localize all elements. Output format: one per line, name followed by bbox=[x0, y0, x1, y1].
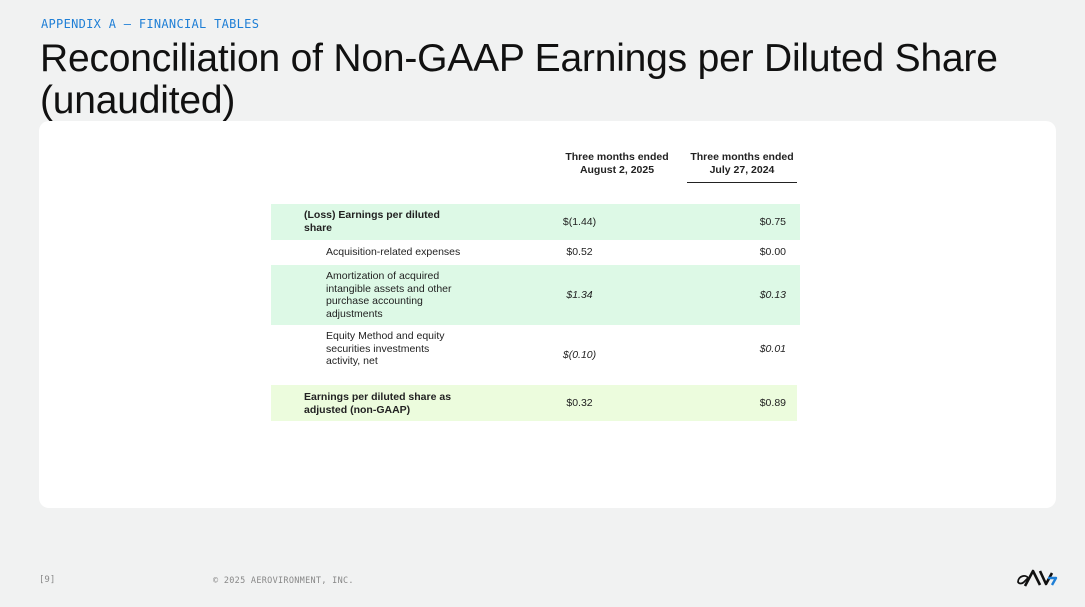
row-label: Equity Method and equity securities inve… bbox=[326, 330, 445, 367]
table-row-total: Earnings per diluted share as adjusted (… bbox=[271, 385, 797, 421]
page-number: [9] bbox=[39, 575, 56, 585]
section-eyebrow: APPENDIX A – FINANCIAL TABLES bbox=[41, 17, 260, 31]
row-label: Amortization of acquired intangible asse… bbox=[326, 270, 452, 320]
table-row: (Loss) Earnings per diluted share $(1.44… bbox=[271, 204, 800, 240]
column-header-2024: Three months ended July 27, 2024 bbox=[687, 151, 797, 183]
page-title: Reconciliation of Non-GAAP Earnings per … bbox=[40, 37, 998, 122]
value-2024: $0.13 bbox=[759, 289, 786, 301]
table-row: Acquisition-related expenses $0.52 $0.00 bbox=[271, 240, 800, 265]
row-label: Earnings per diluted share as adjusted (… bbox=[304, 391, 452, 416]
value-2025: $(0.10) bbox=[562, 349, 597, 361]
value-2024: $0.00 bbox=[759, 246, 786, 258]
row-label: (Loss) Earnings per diluted share bbox=[304, 209, 440, 234]
value-2025: $0.52 bbox=[566, 246, 593, 258]
av-logo-icon bbox=[1017, 569, 1058, 587]
value-2025: $0.32 bbox=[566, 397, 593, 409]
value-2025: $(1.44) bbox=[562, 216, 597, 228]
row-label: Acquisition-related expenses bbox=[326, 246, 461, 258]
table-row: Equity Method and equity securities inve… bbox=[271, 325, 800, 385]
value-2024: $0.89 bbox=[759, 397, 786, 409]
value-2024: $0.01 bbox=[759, 343, 786, 355]
table-card: Three months ended August 2, 2025 Three … bbox=[39, 121, 1056, 508]
value-2025: $1.34 bbox=[566, 289, 593, 301]
copyright-text: © 2025 AEROVIRONMENT, INC. bbox=[213, 576, 354, 586]
table-row: Amortization of acquired intangible asse… bbox=[271, 265, 800, 325]
column-header-2025: Three months ended August 2, 2025 bbox=[565, 151, 669, 176]
value-2024: $0.75 bbox=[759, 216, 786, 228]
